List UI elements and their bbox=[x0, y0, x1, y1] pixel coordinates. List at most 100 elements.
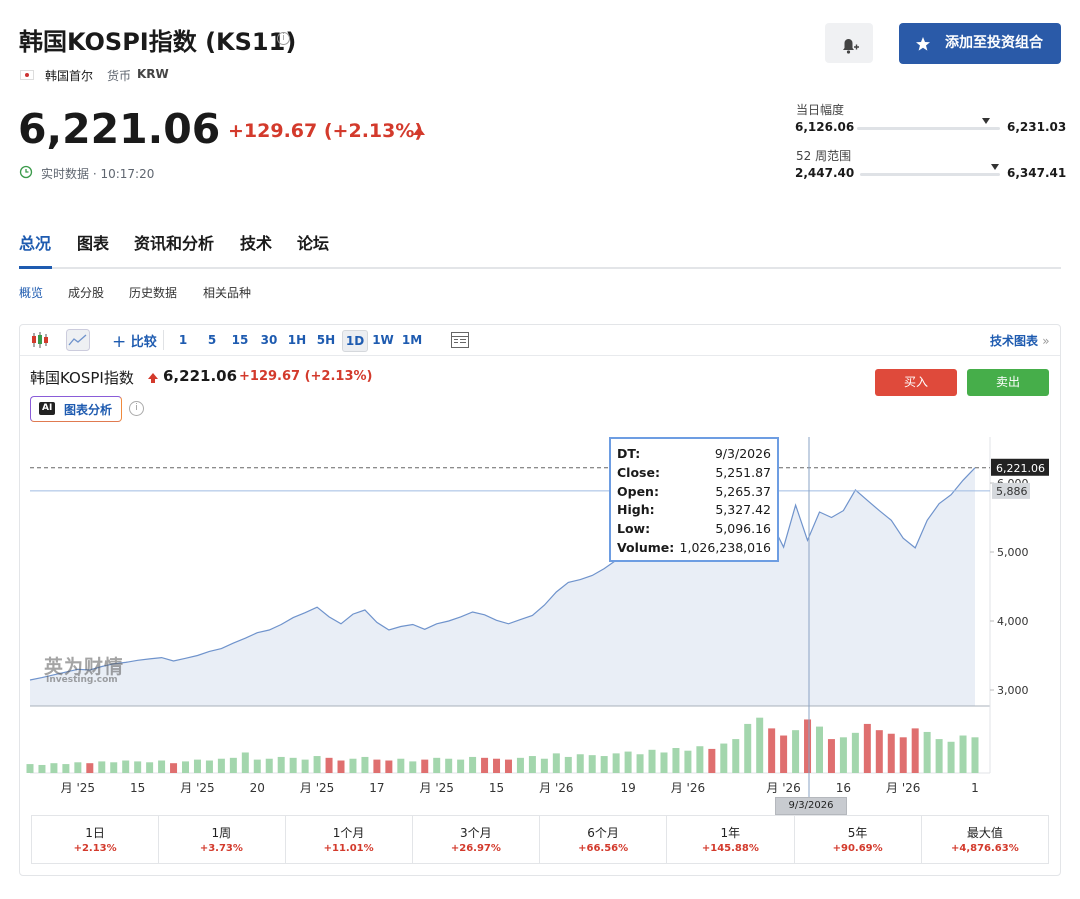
ai-label: 图表分析 bbox=[64, 403, 113, 417]
area-icon[interactable] bbox=[66, 329, 90, 351]
ai-badge: AI bbox=[39, 402, 56, 415]
tab[interactable]: 论坛 bbox=[297, 234, 330, 253]
performance-change: +11.01% bbox=[323, 843, 374, 854]
performance-cell[interactable]: 5年 +90.69% bbox=[794, 815, 922, 864]
tab[interactable]: 技术 bbox=[240, 234, 273, 253]
interval-button[interactable]: 5H bbox=[316, 333, 336, 347]
x-tick-label: 月 '26 bbox=[766, 781, 800, 795]
interval-button[interactable]: 15 bbox=[231, 333, 249, 347]
subtab[interactable]: 相关品种 bbox=[203, 286, 252, 300]
subtab[interactable]: 成分股 bbox=[68, 286, 105, 300]
volume-bar bbox=[804, 719, 812, 773]
volume-bar bbox=[253, 759, 261, 773]
tooltip-label: Volume: bbox=[617, 539, 675, 555]
subtab[interactable]: 历史数据 bbox=[129, 286, 178, 300]
volume-bar bbox=[899, 737, 907, 773]
volume-bar bbox=[182, 761, 190, 773]
change-value: +129.67 bbox=[228, 120, 318, 142]
performance-period: 1周 bbox=[211, 826, 232, 840]
reference-label-box bbox=[992, 482, 1030, 499]
alert-button[interactable] bbox=[825, 23, 873, 63]
compare-button[interactable]: + 比较 bbox=[112, 332, 157, 352]
volume-bar bbox=[38, 764, 46, 773]
performance-cell[interactable]: 1日 +2.13% bbox=[31, 815, 160, 864]
interval-button[interactable]: 5 bbox=[207, 333, 217, 347]
volume-bar bbox=[935, 739, 943, 773]
x-tick-label: 月 '25 bbox=[300, 781, 334, 795]
performance-period: 1年 bbox=[720, 826, 741, 840]
volume-bar bbox=[732, 739, 740, 773]
performance-change: +145.88% bbox=[701, 843, 759, 854]
interval-button[interactable]: 1M bbox=[401, 333, 423, 347]
tooltip-row: Open: 5,265.37 bbox=[617, 483, 771, 502]
ai-info-icon[interactable]: i bbox=[129, 401, 144, 416]
interval-button[interactable]: 30 bbox=[260, 333, 278, 347]
range-bar bbox=[860, 173, 1000, 176]
performance-change: +3.73% bbox=[199, 843, 243, 854]
tooltip-value: 5,251.87 bbox=[715, 464, 771, 480]
volume-bar bbox=[971, 737, 979, 773]
tooltip: DT: 9/3/2026 Close: 5,251.87 Open: 5,265.37 Hi… bbox=[609, 437, 779, 562]
tooltip-value: 5,096.16 bbox=[715, 521, 771, 537]
volume-bar bbox=[684, 750, 692, 773]
volume-bar bbox=[74, 762, 82, 773]
range-marker bbox=[991, 164, 1000, 170]
volume-bar bbox=[433, 757, 441, 773]
tab[interactable]: 资讯和分析 bbox=[134, 234, 215, 253]
interval-button[interactable]: 1 bbox=[178, 333, 188, 347]
volume-bar bbox=[445, 758, 453, 773]
performance-cell[interactable]: 6个月 +66.56% bbox=[540, 815, 668, 864]
currency-label: 货币 bbox=[107, 69, 132, 83]
performance-cell[interactable]: 1年 +145.88% bbox=[667, 815, 795, 864]
x-tick-label: 19 bbox=[620, 781, 635, 795]
performance-cell[interactable]: 1个月 +11.01% bbox=[285, 815, 413, 864]
tooltip-label: Open: bbox=[617, 483, 659, 499]
tab-active-indicator bbox=[19, 266, 52, 269]
x-tick-label: 17 bbox=[369, 781, 384, 795]
interval-button[interactable]: 1D bbox=[342, 330, 368, 352]
performance-cell[interactable]: 最大值 +4,876.63% bbox=[921, 815, 1049, 864]
volume-bar bbox=[385, 760, 393, 773]
volume-bar bbox=[229, 757, 237, 773]
info-icon[interactable]: i bbox=[277, 32, 290, 45]
volume-bar bbox=[768, 728, 776, 773]
performance-cell[interactable]: 1周 +3.73% bbox=[158, 815, 286, 864]
performance-cell[interactable]: 3个月 +26.97% bbox=[412, 815, 540, 864]
volume-bar bbox=[887, 733, 895, 773]
table-icon[interactable] bbox=[450, 330, 470, 350]
volume-bar bbox=[720, 743, 728, 773]
volume-bar bbox=[277, 756, 285, 773]
volume-bar bbox=[516, 757, 524, 773]
interval-button[interactable]: 1H bbox=[287, 333, 307, 347]
ai-button[interactable]: AI 图表分析 bbox=[30, 396, 122, 422]
subtab[interactable]: 概览 bbox=[19, 286, 44, 300]
technical-label: 技术图表 bbox=[990, 334, 1039, 348]
volume-bar bbox=[469, 756, 477, 773]
panel-name: 韩国KOSPI指数 bbox=[30, 369, 134, 387]
volume-bar bbox=[493, 758, 501, 773]
compare-label: 比较 bbox=[130, 335, 157, 350]
tab[interactable]: 图表 bbox=[77, 234, 110, 253]
x-tick-label: 20 bbox=[250, 781, 265, 795]
volume-bar bbox=[205, 760, 213, 773]
technical-link[interactable]: 技术图表 » bbox=[990, 334, 1050, 348]
performance-change: +2.13% bbox=[73, 843, 117, 854]
range-high: 6,347.41 bbox=[1007, 166, 1067, 180]
clock-icon bbox=[19, 165, 33, 179]
performance-period: 最大值 bbox=[966, 826, 1003, 840]
volume-bar bbox=[50, 763, 58, 773]
volume-bar bbox=[851, 732, 859, 773]
portfolio-label: 添加至投资组合 bbox=[945, 35, 1043, 51]
tab[interactable]: 总况 bbox=[19, 234, 52, 253]
buy-button[interactable]: 买入 bbox=[875, 369, 957, 396]
candle-icon[interactable] bbox=[30, 331, 50, 349]
portfolio-button[interactable]: 添加至投资组合 bbox=[899, 23, 1061, 64]
sell-button[interactable]: 卖出 bbox=[967, 369, 1049, 396]
volume-bar bbox=[265, 758, 273, 773]
change: +129.67 (+2.13%) bbox=[228, 120, 423, 142]
watermark-sub: Investing.com bbox=[46, 675, 118, 685]
reference-label: 5,886 bbox=[996, 485, 1028, 498]
interval-button[interactable]: 1W bbox=[372, 333, 394, 347]
performance-period: 3个月 bbox=[460, 826, 492, 840]
